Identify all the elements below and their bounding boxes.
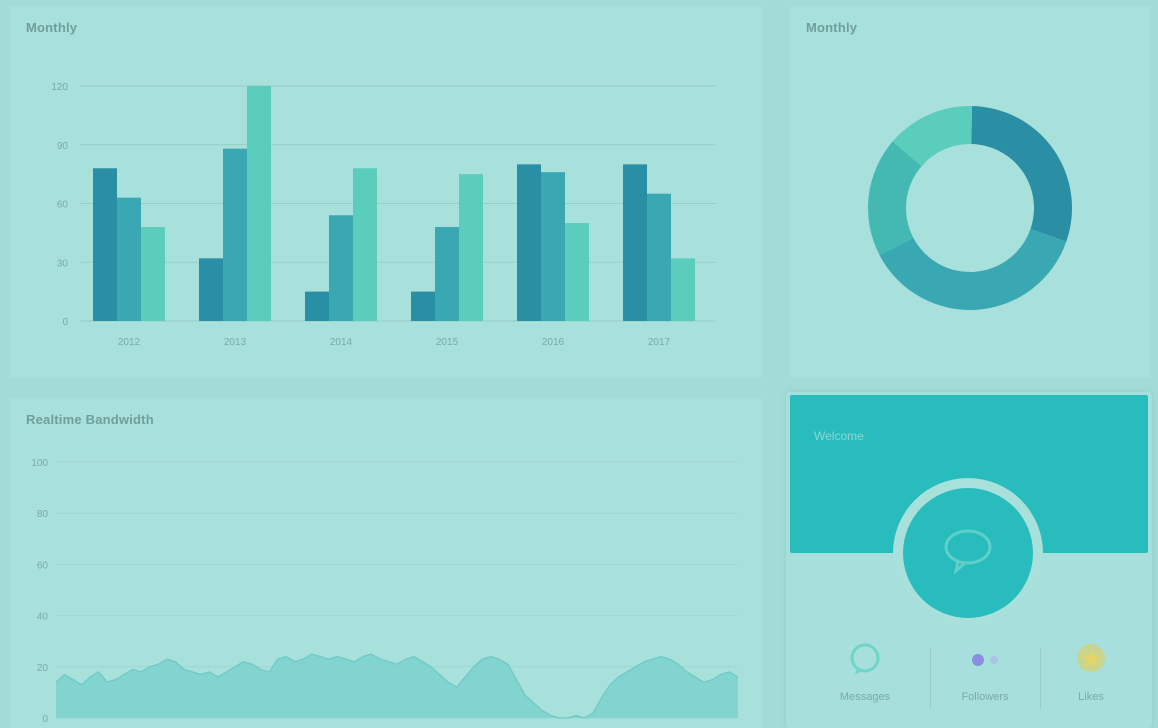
area-chart-panel: Realtime Bandwidth 0 20 40 60 80 100 [10,398,762,728]
bar [565,223,589,321]
stat-followers[interactable]: Followers [930,640,1040,703]
donut-slice [868,141,922,256]
bar-chart-title: Monthly [26,20,78,35]
donut-slice [879,228,1067,310]
y-tick-label: 100 [31,458,48,469]
y-tick-label: 120 [51,82,68,93]
bar [305,291,329,321]
y-tick-label: 0 [42,714,48,725]
y-tick-label: 20 [37,663,49,674]
donut-slice [971,106,1072,242]
stat-divider [930,648,931,708]
bar [647,193,671,321]
bar [459,174,483,321]
bar [141,227,165,321]
donut-chart-title: Monthly [806,20,858,35]
y-tick-label: 60 [37,560,49,571]
donut-chart [868,106,1072,310]
users-icon [972,654,998,666]
star-icon [1077,644,1105,672]
bar [329,215,353,321]
y-tick-label: 30 [57,258,69,269]
bar [411,291,435,321]
x-tick-label: 2017 [648,337,671,348]
y-tick-label: 80 [37,509,49,520]
x-tick-label: 2016 [542,337,565,348]
stat-likes[interactable]: Likes [1036,640,1146,703]
y-tick-label: 60 [57,200,69,211]
bar-chart: 0 30 60 90 120 2012 2013 2014 2015 2016 2017 [51,82,716,348]
bar [541,172,565,321]
x-tick-label: 2013 [224,337,247,348]
area-line [55,653,739,719]
bar [199,258,223,321]
stat-messages[interactable]: Messages [810,640,920,703]
stat-likes-label: Likes [1078,691,1104,703]
area-series [56,654,738,718]
area-chart-title: Realtime Bandwidth [26,412,154,427]
y-tick-label: 90 [57,141,69,152]
y-tick-label: 40 [37,612,49,623]
banner-label: Welcome [814,429,864,443]
bar-chart-panel: Monthly 0 30 60 90 120 2012 2013 2014 2015 2016 20… [10,6,762,378]
area-chart: 0 20 40 60 80 100 [31,458,739,725]
bar [671,258,695,321]
bar [623,164,647,321]
bar [117,197,141,321]
bar [223,148,247,321]
chat-icon [850,643,880,675]
stat-divider [1040,648,1041,708]
bar [435,227,459,321]
bar [353,168,377,321]
x-tick-label: 2014 [330,337,353,348]
bar [247,86,271,321]
stat-messages-label: Messages [839,691,891,703]
donut-slice [892,106,973,167]
y-tick-label: 0 [62,317,68,328]
donut-chart-panel: Monthly [790,6,1150,378]
avatar[interactable] [903,488,1033,618]
x-tick-label: 2015 [436,337,459,348]
chat-bubble-icon [944,529,992,576]
bar [93,168,117,321]
bar [517,164,541,321]
x-tick-label: 2012 [118,337,141,348]
stat-followers-label: Followers [961,691,1009,703]
